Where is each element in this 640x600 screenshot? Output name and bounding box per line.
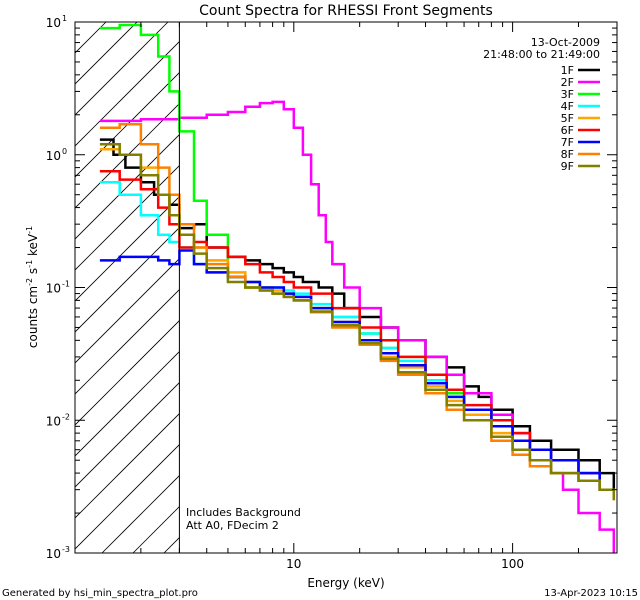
legend-time-range: 21:48:00 to 21:49:00 [483, 48, 600, 61]
hatch-line [75, 22, 169, 116]
y-tick-exponent: 0 [62, 147, 67, 156]
legend-label-5F: 5F [561, 112, 574, 125]
series-5F [99, 148, 614, 491]
hatch-line [75, 227, 180, 333]
annotation-background: Includes Background [186, 506, 301, 519]
x-tick-label: 10 [286, 557, 301, 571]
hatch-line [75, 72, 180, 178]
legend-label-1F: 1F [561, 64, 574, 77]
legend-label-6F: 6F [561, 124, 574, 137]
hatch-line [75, 320, 180, 426]
y-tick-exponent: -3 [62, 545, 70, 554]
hatch-line [75, 103, 180, 209]
ylabel-part-4: keV [26, 233, 40, 260]
legend-label-3F: 3F [561, 88, 574, 101]
chart-title: Count Spectra for RHESSI Front Segments [199, 3, 493, 19]
y-axis-label: counts cm-2 s-1 keV-1 [25, 226, 40, 348]
ylabel-part-2: s [26, 268, 40, 278]
ylabel-part-1: -2 [25, 278, 34, 286]
series-layer [99, 23, 616, 553]
hatch-line [75, 196, 180, 302]
y-tick-label: 10 [46, 16, 61, 30]
y-tick-exponent: 1 [62, 14, 67, 23]
series-4F [99, 181, 614, 491]
x-axis-label: Energy (keV) [307, 576, 384, 590]
series-1F [99, 138, 616, 490]
y-tick-label: 10 [46, 282, 61, 296]
y-tick-exponent: -1 [62, 280, 70, 289]
footer-generated-by: Generated by hsi_min_spectra_plot.pro [2, 588, 198, 599]
legend-label-7F: 7F [561, 136, 574, 149]
legend-label-8F: 8F [561, 148, 574, 161]
series-3F [99, 23, 614, 491]
y-tick-label: 10 [46, 414, 61, 428]
ylabel-part-5: -1 [25, 226, 34, 234]
hatch-line [75, 258, 180, 364]
hatch-line [75, 41, 180, 147]
ylabel-part-0: counts cm [26, 286, 40, 348]
ylabel-part-3: -1 [25, 260, 34, 268]
hatch-line [75, 382, 180, 488]
series-8F [99, 122, 616, 501]
legend-label-4F: 4F [561, 100, 574, 113]
y-tick-label: 10 [46, 149, 61, 163]
y-tick-label: 10 [46, 547, 61, 561]
y-tick-exponent: -2 [62, 412, 70, 421]
legend-date: 13-Oct-2009 [531, 36, 600, 49]
footer-date: 13-Apr-2023 10:15 [544, 588, 638, 599]
hatched-region [75, 22, 180, 553]
hatch-line [75, 413, 180, 519]
annotation-attenuator: Att A0, FDecim 2 [186, 519, 279, 532]
x-tick-label: 100 [501, 557, 524, 571]
hatch-line [75, 444, 180, 550]
legend-label-9F: 9F [561, 160, 574, 173]
legend-label-2F: 2F [561, 76, 574, 89]
